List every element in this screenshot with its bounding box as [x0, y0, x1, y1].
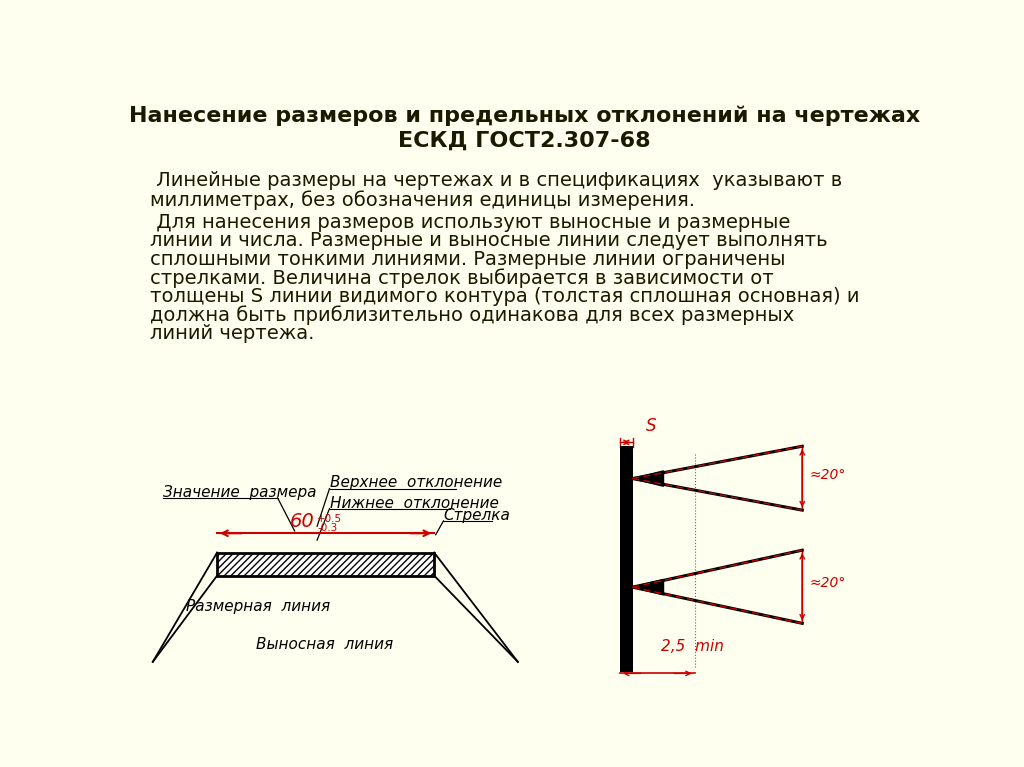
Text: Нижнее  отклонение: Нижнее отклонение: [330, 495, 499, 511]
Text: линий чертежа.: линий чертежа.: [150, 324, 314, 343]
Text: Размерная  линия: Размерная линия: [186, 599, 331, 614]
Text: линии и числа. Размерные и выносные линии следует выполнять: линии и числа. Размерные и выносные лини…: [150, 232, 827, 250]
Text: 60: 60: [290, 512, 314, 531]
Text: Стрелка: Стрелка: [443, 508, 510, 523]
Text: +0.5: +0.5: [317, 514, 342, 524]
Text: стрелками. Величина стрелок выбирается в зависимости от: стрелками. Величина стрелок выбирается в…: [150, 268, 773, 288]
Text: Нанесение размеров и предельных отклонений на чертежах: Нанесение размеров и предельных отклонен…: [129, 106, 921, 127]
Text: Для нанесения размеров используют выносные и размерные: Для нанесения размеров используют выносн…: [150, 213, 791, 232]
Text: S: S: [646, 416, 656, 435]
Text: -0.3: -0.3: [317, 523, 337, 533]
Bar: [217, 552, 434, 575]
Text: Верхнее  отклонение: Верхнее отклонение: [330, 476, 502, 491]
Text: сплошными тонкими линиями. Размерные линии ограничены: сплошными тонкими линиями. Размерные лин…: [150, 250, 785, 269]
Text: Линейные размеры на чертежах и в спецификациях  указывают в: Линейные размеры на чертежах и в специфи…: [150, 171, 842, 190]
Polygon shape: [633, 579, 664, 595]
Text: ЕСКД ГОСТ2.307-68: ЕСКД ГОСТ2.307-68: [398, 130, 651, 150]
Text: ≈20°: ≈20°: [810, 576, 847, 591]
Text: ≈20°: ≈20°: [810, 468, 847, 482]
Text: должна быть приблизительно одинакова для всех размерных: должна быть приблизительно одинакова для…: [150, 305, 794, 325]
Text: толщены S линии видимого контура (толстая сплошная основная) и: толщены S линии видимого контура (толста…: [150, 287, 859, 306]
Text: 2,5  min: 2,5 min: [660, 639, 724, 654]
Polygon shape: [633, 471, 664, 486]
Text: Значение  размера: Значение размера: [163, 485, 316, 500]
Text: Выносная  линия: Выносная линия: [256, 637, 393, 652]
Bar: [621, 446, 633, 672]
Text: миллиметрах, без обозначения единицы измерения.: миллиметрах, без обозначения единицы изм…: [150, 189, 694, 209]
